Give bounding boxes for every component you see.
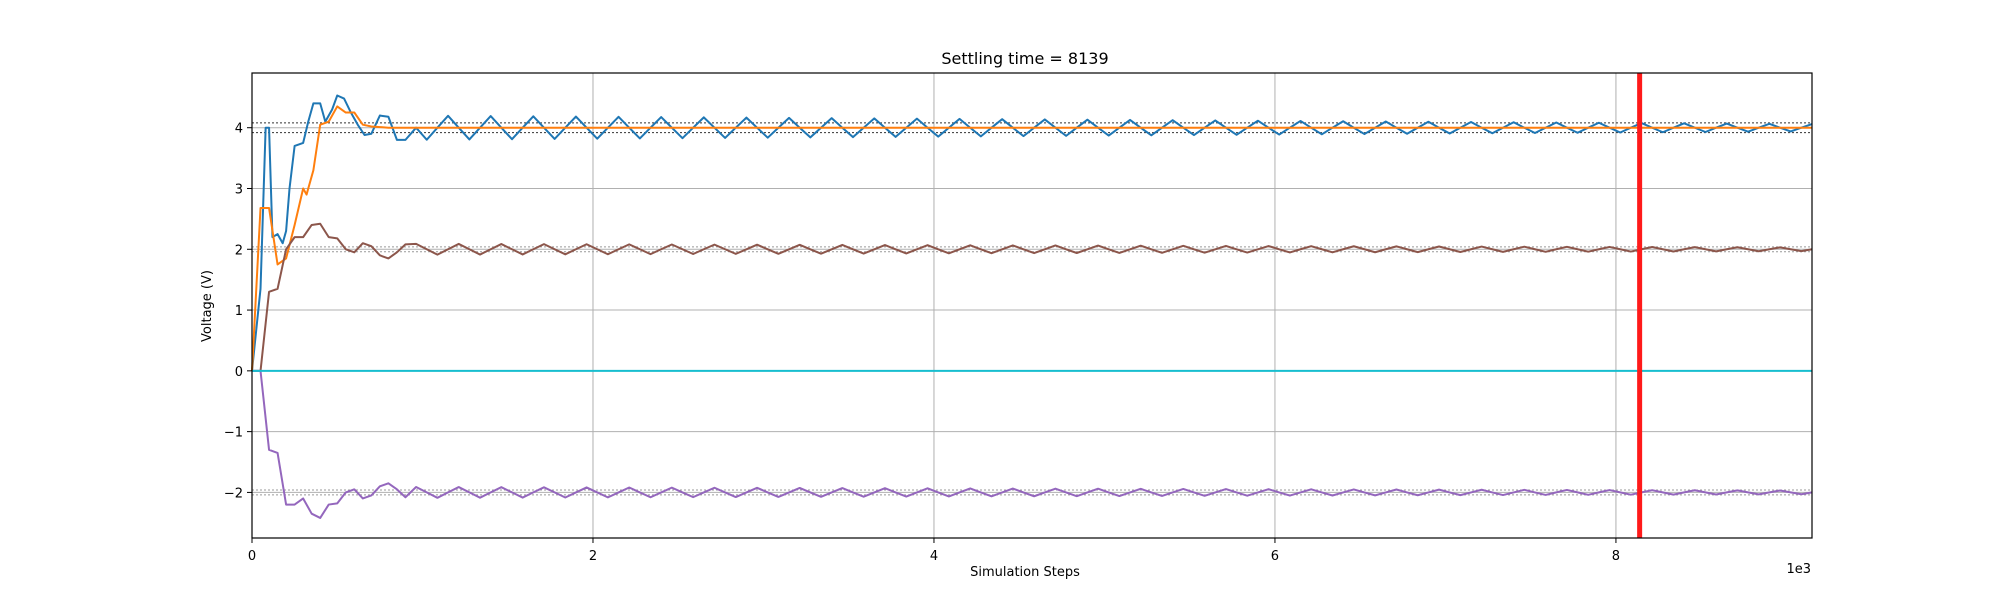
data-series bbox=[251, 94, 1813, 519]
x-tick-label: 4 bbox=[930, 549, 938, 564]
plot-frame bbox=[251, 72, 1813, 539]
axis-ticks: 0 2 4 6 8 −2 −1 0 1 2 3 4 bbox=[224, 122, 1620, 564]
x-axis-label: Simulation Steps bbox=[970, 565, 1080, 580]
y-tick-label: 0 bbox=[235, 365, 243, 380]
x-tick-label: 0 bbox=[248, 549, 256, 564]
series-line-0 bbox=[251, 94, 1813, 371]
y-tick-label: 2 bbox=[235, 243, 243, 258]
x-tick-label: 2 bbox=[589, 549, 597, 564]
y-tick-label: −2 bbox=[224, 486, 243, 501]
chart-title: Settling time = 8139 bbox=[941, 49, 1108, 68]
y-tick-label: 1 bbox=[235, 304, 243, 319]
y-tick-label: 3 bbox=[235, 182, 243, 197]
y-axis-label: Voltage (V) bbox=[200, 270, 215, 342]
x-tick-label: 8 bbox=[1612, 549, 1620, 564]
series-line-3 bbox=[252, 369, 1813, 519]
x-tick-label: 6 bbox=[1271, 549, 1279, 564]
series-line-1 bbox=[251, 105, 1812, 371]
x-axis-offset-label: 1e3 bbox=[1786, 562, 1811, 577]
y-tick-label: 4 bbox=[235, 122, 243, 137]
tolerance-bands bbox=[252, 122, 1812, 496]
series-line-2 bbox=[252, 222, 1813, 372]
grid-lines bbox=[251, 73, 1812, 538]
y-tick-label: −1 bbox=[224, 426, 243, 441]
